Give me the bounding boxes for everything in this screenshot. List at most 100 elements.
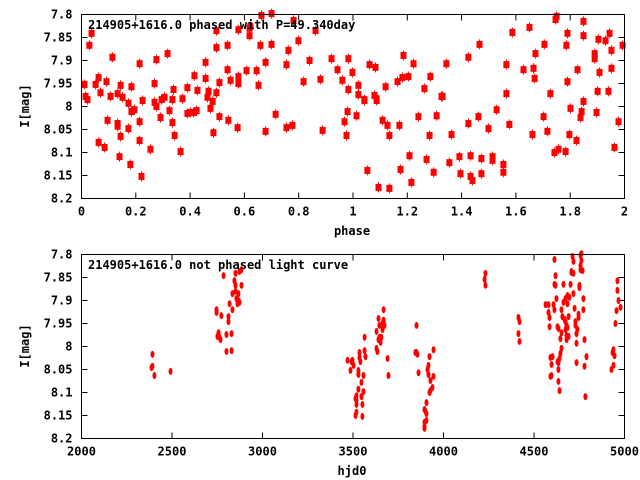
data-point [157,114,164,122]
data-point [152,371,157,379]
data-point [574,359,579,367]
data-point [104,116,111,124]
data-point [153,56,160,64]
data-point [348,366,353,374]
data-point [229,347,234,355]
data-point [317,75,324,83]
data-point [577,284,582,292]
data-point [544,127,551,135]
data-point [258,11,265,19]
data-point [559,329,564,337]
data-point [503,61,510,69]
data-point [101,143,108,151]
data-point [354,400,359,408]
data-point [565,324,570,332]
x-tick-label: 4500 [520,445,549,459]
phased-light-curve-plot: 7.8 7.85 7.9 7.95 8 8.05 8.1 8.15 8.2 0 0.2 0.4 0.6 0… [18,8,628,239]
data-point [556,377,561,385]
data-point [570,252,575,260]
data-point [114,122,121,130]
data-point [580,32,587,40]
data-point [580,97,587,105]
data-point [448,131,455,139]
data-point [290,16,297,24]
data-point [125,99,132,107]
data-point [239,281,244,289]
data-point [169,96,176,104]
data-point [103,78,110,86]
data-point [117,132,124,140]
data-point [556,366,561,373]
data-point [423,155,430,163]
data-point [334,66,341,74]
data-point [427,389,432,396]
data-point [571,269,576,277]
data-point [339,76,346,84]
data-point [580,17,587,25]
y-tick-label: 8.2 [51,192,73,206]
data-point [177,148,184,156]
data-point [164,50,171,58]
data-point [239,266,244,274]
data-point [608,46,615,54]
data-point [605,87,612,95]
x-tick-label: 2500 [158,445,187,459]
data-point [549,360,554,368]
data-point [517,337,522,345]
data-point [564,78,571,86]
data-point [485,125,492,133]
data-point [283,61,290,69]
x-tick-label: 1.2 [396,205,418,219]
data-point [431,346,436,354]
data-point [509,28,516,36]
data-point [467,152,474,160]
y-tick-label: 7.95 [44,317,73,331]
x-tick-label: 1.6 [505,205,527,219]
data-point [414,321,419,329]
data-point [262,58,269,66]
data-point [205,87,212,95]
data-point [373,97,380,105]
data-point [300,78,307,86]
data-point [243,67,250,75]
data-point [204,93,211,101]
data-point [202,58,209,66]
data-point [88,29,95,37]
phased-plot-points [81,8,626,194]
data-point [574,339,579,347]
data-point [84,96,91,104]
data-point [446,159,453,167]
data-point [489,156,496,164]
data-point [376,314,381,322]
data-point [406,152,413,160]
data-point [565,300,570,308]
data-point [555,145,562,153]
data-point [563,41,570,49]
data-point [382,83,389,91]
data-point [552,256,557,264]
data-point [397,166,404,174]
data-point [516,330,521,338]
data-point [138,172,145,180]
data-point [360,412,365,420]
data-point [386,131,393,139]
data-point [399,74,406,82]
data-point [526,23,533,31]
data-point [233,281,238,289]
data-point [558,335,563,343]
data-point [557,387,562,395]
data-point [572,304,577,312]
data-point [149,364,154,372]
data-point [225,116,232,124]
data-point [583,393,588,401]
data-point [416,369,421,377]
x-tick-label: 0.2 [125,205,147,219]
x-tick-label: 4000 [429,445,458,459]
data-point [386,371,391,379]
data-point [353,112,360,120]
data-point [353,412,358,419]
data-point [360,400,365,408]
data-point [224,331,229,339]
data-point [413,348,418,356]
data-point [355,91,362,99]
